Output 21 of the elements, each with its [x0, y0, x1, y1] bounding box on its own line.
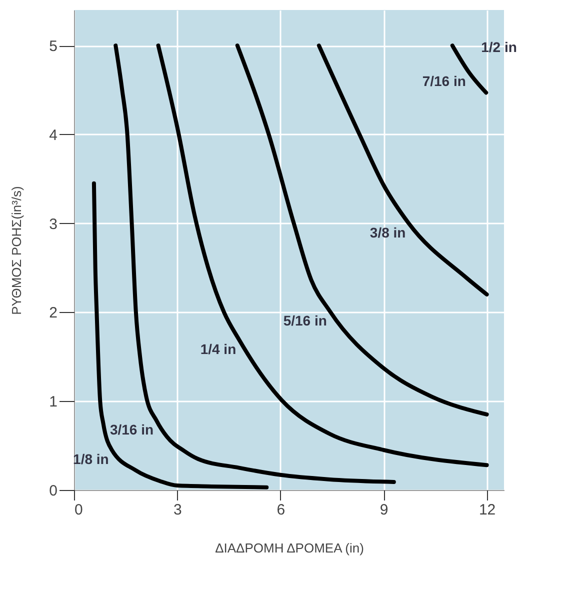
- x-axis-title: ΔΙΑΔΡΟΜΗ ΔΡΟΜΕΑ (in): [215, 540, 364, 556]
- series-label: 3/8 in: [370, 224, 406, 240]
- x-tick-label: 6: [276, 502, 286, 518]
- y-tick-label: 5: [49, 38, 58, 56]
- x-tick-label: 3: [174, 502, 182, 518]
- y-tick-label: 1: [49, 394, 58, 411]
- series-label: 5/16 in: [283, 312, 327, 328]
- annotation: 1/2 in: [481, 39, 517, 55]
- x-tick-label: 12: [478, 502, 496, 518]
- y-tick-label: 3: [49, 216, 58, 233]
- y-tick-label: 0: [49, 482, 58, 500]
- x-tick-label: 9: [380, 502, 388, 518]
- series-label: 1/4 in: [200, 340, 236, 357]
- series-label: 3/16 in: [110, 422, 154, 438]
- line-series: [92, 181, 269, 490]
- y-axis-title: ΡΥΘΜΟΣ ΡΟΗΣ(in³/s): [9, 186, 24, 315]
- y-tick-label: 2: [49, 304, 58, 322]
- y-tick-label: 4: [49, 126, 58, 144]
- x-tick-label: 0: [74, 502, 83, 518]
- series-label: 7/16 in: [422, 73, 466, 90]
- series-label: 1/8 in: [73, 451, 109, 467]
